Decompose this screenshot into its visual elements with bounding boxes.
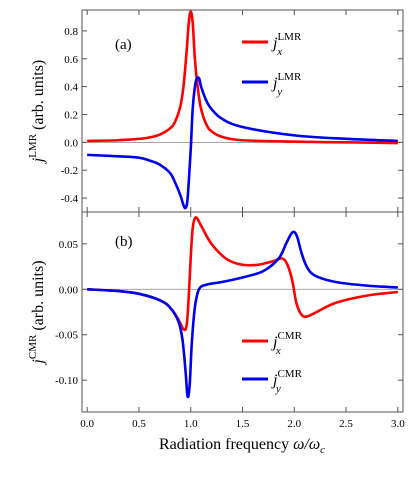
- panel-a-y-axis-title: jLMR (arb. units): [27, 60, 47, 165]
- panel-a-ylabel-main: j: [30, 157, 47, 164]
- panel-b-series: [87, 216, 398, 399]
- y-tick-label: -0.10: [55, 375, 78, 387]
- x-tick-label: 1.5: [236, 418, 250, 430]
- legend-jy-lmr-main: j: [271, 75, 278, 92]
- series-line-j-y-cmr: [87, 230, 398, 399]
- y-tick-label: 0.6: [64, 54, 78, 66]
- x-axis-title: Radiation frequency ω/ωc: [159, 436, 325, 456]
- series-line-j-y-lmr: [87, 76, 398, 210]
- legend-jx-cmr-sub: x: [275, 345, 281, 357]
- legend-label-jy-lmr: jLMR y: [271, 71, 302, 98]
- y-tick-label: -0.4: [61, 193, 79, 205]
- y-tick-label: -0.05: [55, 330, 78, 342]
- y-tick-label: 0.05: [59, 239, 79, 251]
- panel-b-ylabel-sup: CMR: [27, 334, 39, 359]
- legend-label-jy-cmr: jCMR y: [271, 368, 303, 395]
- panel-a-ylabel-rest: (arb. units): [30, 60, 47, 134]
- series-line-j-x-cmr: [87, 216, 398, 332]
- legend-jx-cmr-main: j: [271, 334, 278, 351]
- x-axis-title-main: Radiation frequency: [159, 436, 293, 453]
- panel-a-ylabel-sup: LMR: [27, 133, 39, 158]
- panel-a-label: (a): [115, 37, 132, 53]
- y-tick-label: 0.4: [64, 82, 78, 94]
- panel-a: -0.4-0.20.00.20.40.60.8 (a) jLMR x jLMR y …: [27, 9, 404, 213]
- x-tick-label: 2.0: [287, 418, 301, 430]
- legend-label-jx-cmr: jCMR x: [271, 330, 303, 357]
- panel-a-legend: jLMR x jLMR y: [242, 31, 302, 98]
- panel-b-legend: jCMR x jCMR y: [242, 330, 303, 395]
- x-tick-label: 3.0: [391, 418, 405, 430]
- legend-jy-lmr-sub: y: [276, 86, 282, 98]
- panel-a-series: [87, 10, 398, 210]
- series-line-j-x-lmr: [87, 10, 398, 145]
- y-tick-label: 0.00: [59, 284, 79, 296]
- legend-label-jx-lmr: jLMR x: [271, 31, 302, 58]
- legend-jx-lmr-main: j: [271, 35, 278, 52]
- legend-jy-lmr-sup: LMR: [277, 71, 302, 83]
- y-tick-label: 0.0: [64, 137, 78, 149]
- panel-b-ylabel-main: j: [30, 359, 47, 366]
- panel-a-y-ticks: -0.4 -0.2 0.0 0.2 0.4 0.6 0.8: [61, 26, 403, 205]
- panel-b-y-ticks: -0.10 -0.05 0.00 0.05: [55, 239, 403, 387]
- x-axis-title-math: ω/ω: [293, 436, 320, 453]
- y-tick-label: 0.2: [64, 109, 78, 121]
- panel-b-x-ticks: 0.0 0.5 1.0 1.5 2.0 2.5 3.0: [80, 212, 405, 430]
- legend-jx-lmr-sub: x: [276, 46, 282, 58]
- panel-a-x-ticks: [86, 10, 399, 212]
- x-axis-title-sub: c: [320, 444, 325, 456]
- legend-jx-lmr-sup: LMR: [277, 31, 302, 43]
- panel-b-label: (b): [115, 234, 133, 250]
- y-tick-label: -0.2: [61, 165, 78, 177]
- x-tick-label: 0.5: [132, 418, 146, 430]
- panel-b: -0.10 -0.05 0.00 0.05 0.0 0.5 1.0 1.5 2.0 2.5 3.0…: [27, 211, 405, 456]
- legend-jy-cmr-main: j: [271, 372, 278, 389]
- panel-b-ylabel-rest: (arb. units): [30, 260, 47, 334]
- legend-jx-cmr-sup: CMR: [277, 330, 302, 342]
- x-tick-label: 1.0: [184, 418, 198, 430]
- panel-b-y-axis-title: jCMR (arb. units): [27, 260, 47, 365]
- legend-jy-cmr-sup: CMR: [277, 368, 302, 380]
- x-tick-label: 0.0: [80, 418, 94, 430]
- x-tick-label: 2.5: [339, 418, 353, 430]
- legend-jy-cmr-sub: y: [275, 383, 281, 395]
- y-tick-label: 0.8: [64, 26, 78, 38]
